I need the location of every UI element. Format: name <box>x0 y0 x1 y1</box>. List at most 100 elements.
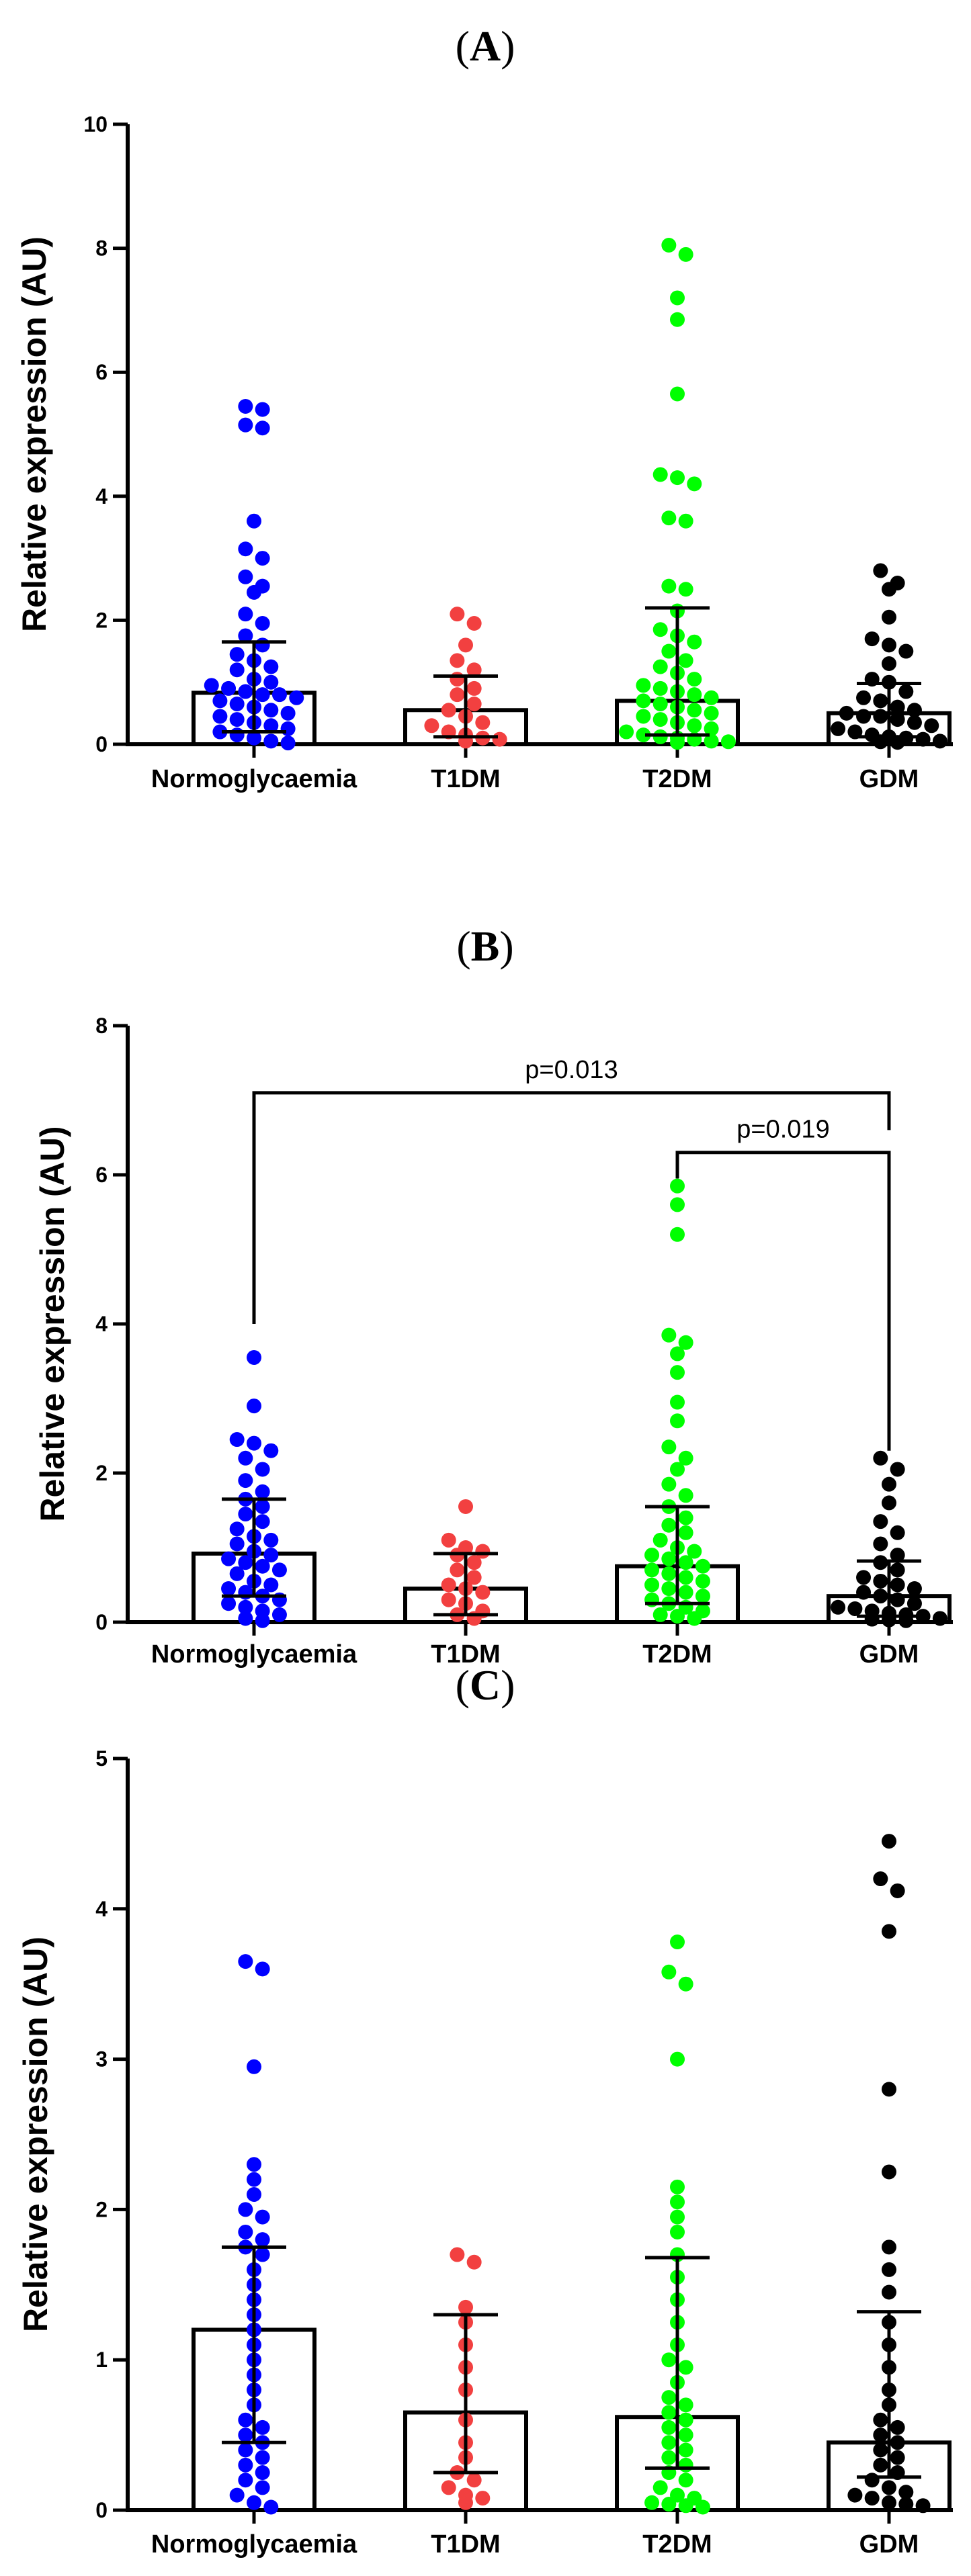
data-point <box>238 2202 253 2217</box>
data-point <box>661 578 677 594</box>
data-point <box>678 1976 693 1992</box>
significance-bracket <box>675 1151 891 1451</box>
data-point <box>661 237 677 253</box>
y-tick-label: 1 <box>95 2348 108 2372</box>
data-point <box>441 1592 456 1607</box>
data-point <box>670 2179 685 2194</box>
data-point <box>873 563 888 578</box>
data-point <box>238 398 253 414</box>
data-point <box>247 2172 261 2187</box>
y-tick-label: 8 <box>95 1014 108 1038</box>
data-point <box>424 718 439 734</box>
data-point <box>678 2442 693 2458</box>
data-point <box>238 1611 253 1626</box>
data-point <box>619 724 634 740</box>
data-point <box>466 1555 482 1570</box>
data-point <box>238 417 253 433</box>
y-tick-label: 8 <box>95 236 108 261</box>
data-point <box>704 690 719 705</box>
data-point <box>247 513 261 529</box>
data-point <box>906 703 922 718</box>
data-point <box>898 2485 914 2500</box>
data-point <box>221 1596 237 1611</box>
data-point <box>873 693 888 709</box>
data-point <box>255 2480 270 2495</box>
y-tick-label: 6 <box>95 360 108 384</box>
data-point <box>856 1585 872 1600</box>
data-point <box>932 1611 947 1626</box>
data-point <box>890 712 905 727</box>
data-point <box>678 2412 693 2428</box>
data-point <box>890 1462 905 1477</box>
data-point <box>670 1178 685 1194</box>
data-point <box>882 637 896 653</box>
data-point <box>466 697 482 712</box>
data-point <box>864 2491 880 2506</box>
data-point <box>873 1514 888 1529</box>
data-point <box>670 735 685 750</box>
data-point <box>255 551 270 566</box>
data-point <box>652 712 668 727</box>
data-point <box>873 1871 888 1887</box>
data-point <box>847 2487 863 2503</box>
data-point <box>678 1525 693 1540</box>
data-point <box>450 1562 465 1578</box>
data-point <box>263 659 279 674</box>
data-point <box>229 697 245 712</box>
chart-panel-c: (C) Relative expression (AU) 0 1 2 3 4 5 Normogl… <box>17 1661 953 2559</box>
data-point <box>247 1349 261 1365</box>
data-point <box>873 2457 888 2473</box>
data-point <box>882 609 896 625</box>
data-point <box>238 541 253 557</box>
data-point <box>678 2498 693 2514</box>
category-label: T1DM <box>431 765 500 793</box>
data-point <box>661 2497 677 2512</box>
data-point <box>255 2247 270 2262</box>
data-point <box>882 2082 896 2097</box>
data-point <box>873 1573 888 1589</box>
data-point <box>492 731 507 747</box>
data-point <box>695 1589 710 1604</box>
data-point <box>831 721 846 736</box>
y-tick-label: 0 <box>95 1610 108 1634</box>
data-point <box>238 1599 253 1615</box>
category-label: GDM <box>859 1640 919 1669</box>
data-point <box>661 1581 677 1597</box>
category-label: T2DM <box>642 2530 712 2559</box>
data-point <box>212 693 228 709</box>
y-tick-label: 6 <box>95 1163 108 1187</box>
data-point <box>882 656 896 672</box>
data-point <box>678 1510 693 1525</box>
data-point <box>873 1589 888 1604</box>
data-point <box>670 2224 685 2239</box>
data-point <box>661 1517 677 1533</box>
data-point <box>890 735 905 750</box>
y-tick-label: 0 <box>95 2498 108 2522</box>
data-point <box>670 2051 685 2067</box>
data-point <box>839 705 854 721</box>
data-point <box>661 1327 677 1343</box>
data-point <box>466 2473 482 2488</box>
data-point <box>263 1532 279 1548</box>
data-point <box>221 1581 237 1597</box>
data-point <box>661 510 677 526</box>
data-point <box>670 1935 685 1950</box>
data-point <box>661 643 677 659</box>
data-point <box>450 653 465 668</box>
data-point <box>652 1607 668 1622</box>
data-point <box>238 1450 253 1466</box>
panel-title: (A) <box>456 22 515 70</box>
data-point <box>280 705 296 721</box>
data-point <box>678 582 693 597</box>
panel-title: (B) <box>456 922 513 970</box>
significance-label: p=0.019 <box>736 1116 829 1144</box>
data-point <box>255 2209 270 2225</box>
y-tick-label: 2 <box>95 2197 108 2221</box>
data-point <box>704 705 719 721</box>
data-point <box>255 687 270 703</box>
data-point <box>882 2262 896 2277</box>
data-point <box>678 2457 693 2473</box>
y-tick-label: 4 <box>95 1312 108 1336</box>
data-point <box>890 1592 905 1607</box>
data-point <box>441 703 456 718</box>
